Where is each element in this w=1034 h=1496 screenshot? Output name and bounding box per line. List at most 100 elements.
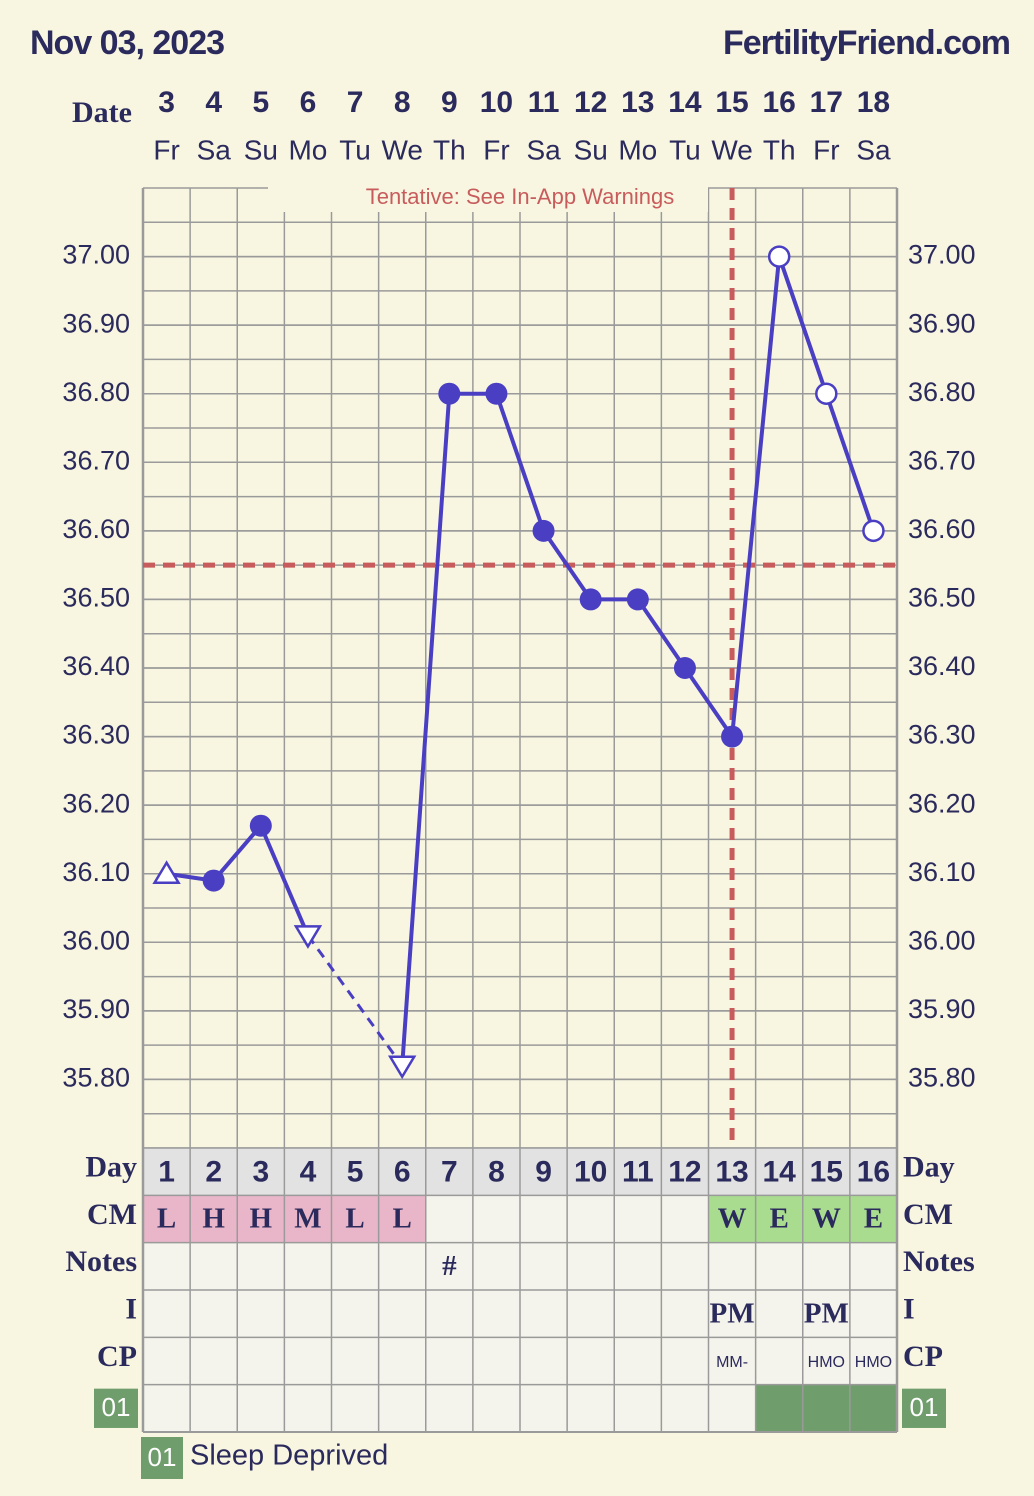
y-tick-label: 36.10 [62, 857, 130, 887]
weekday-label: Fr [483, 134, 509, 165]
table-cell [567, 1242, 615, 1290]
cell-text: L [345, 1203, 364, 1235]
table-cell [472, 1242, 520, 1290]
row-label-right: CP [903, 1340, 943, 1373]
table-cell [284, 1195, 332, 1243]
table-cell [802, 1148, 850, 1196]
row-label: I [125, 1293, 137, 1326]
y-tick-label: 37.00 [62, 240, 130, 270]
table-cell [614, 1289, 662, 1338]
y-tick-label-right: 36.80 [908, 377, 976, 407]
cell-text: PM [804, 1297, 849, 1329]
y-tick-label-right: 36.90 [908, 308, 976, 338]
table-cell [755, 1337, 803, 1385]
weekday-label: Sa [856, 134, 891, 165]
table-cell [567, 1195, 615, 1243]
table-cell [849, 1148, 897, 1196]
table-cell [190, 1242, 238, 1290]
table-cell [190, 1148, 238, 1196]
table-cell [284, 1148, 332, 1196]
cell-text: 2 [205, 1156, 222, 1189]
table-cell [708, 1337, 756, 1385]
table-cell [143, 1289, 191, 1338]
table-cell [849, 1289, 897, 1338]
table-cell [708, 1195, 756, 1243]
row-label-right: Day [903, 1151, 955, 1184]
table-cell [708, 1148, 756, 1196]
point [387, 1055, 417, 1080]
table-cell [284, 1337, 332, 1385]
x-label: Date [72, 96, 132, 129]
y-tick-label: 36.00 [62, 925, 130, 955]
x-tick-label: 12 [574, 86, 607, 119]
table-cell [849, 1384, 897, 1432]
table-cell [708, 1384, 756, 1432]
y-tick-label-right: 36.40 [908, 651, 976, 681]
x-tick-label: 11 [528, 86, 560, 119]
cell-text: 16 [857, 1156, 890, 1189]
point [249, 814, 272, 837]
cell-text: W [718, 1203, 747, 1235]
table-cell [708, 1289, 756, 1338]
table-cell [849, 1242, 897, 1290]
table-cell [190, 1195, 238, 1243]
table-cell [378, 1289, 426, 1338]
table-cell [520, 1337, 568, 1385]
y-tick-label: 36.70 [62, 445, 130, 475]
cell-text: 3 [252, 1156, 269, 1189]
y-tick-label-right: 35.80 [908, 1063, 976, 1093]
point [579, 588, 602, 611]
gap-bridge [306, 934, 404, 1067]
table-cell [661, 1195, 709, 1243]
table-cell [755, 1242, 803, 1290]
weekday-label: Tu [669, 134, 701, 165]
y-tick-label: 36.40 [62, 651, 130, 681]
y-tick-label-right: 36.70 [908, 445, 976, 475]
table-cell [190, 1337, 238, 1385]
table-cell [425, 1242, 473, 1290]
table-cell [802, 1289, 850, 1338]
table-cell [849, 1337, 897, 1385]
y-tick-label-right: 35.90 [908, 994, 976, 1024]
y-tick-label-right: 36.50 [908, 583, 976, 613]
table-cell [425, 1195, 473, 1243]
table-cell [425, 1337, 473, 1385]
x-tick-label: 7 [347, 86, 364, 119]
table-cell [472, 1289, 520, 1338]
cell-text: 5 [347, 1156, 364, 1189]
weekday-label: Fr [153, 134, 179, 165]
y-tick-label-right: 37.00 [908, 240, 976, 270]
row-label: CP [97, 1340, 137, 1373]
table-cell [520, 1195, 568, 1243]
temp-line [166, 821, 310, 937]
y-tick-label-right: 36.30 [908, 720, 976, 750]
table-cell [378, 1384, 426, 1432]
row-label-right: CM [903, 1198, 953, 1231]
table-cell [190, 1384, 238, 1432]
x-tick-label: 17 [810, 86, 843, 119]
table-cell [190, 1289, 238, 1338]
weekday-label: Su [244, 134, 278, 165]
table-cell [802, 1195, 850, 1243]
x-tick-label: 8 [394, 86, 411, 119]
cell-text: M [294, 1203, 321, 1235]
weekday-label: Sa [526, 134, 561, 165]
point [673, 657, 696, 679]
table-cell [143, 1148, 191, 1196]
point [293, 925, 323, 949]
table-cell [425, 1384, 473, 1432]
cell-text: E [770, 1203, 789, 1235]
row-label-right: I [903, 1293, 915, 1326]
row-label: Notes [65, 1245, 137, 1278]
row-badge [902, 1388, 946, 1428]
chart-date: Nov 03, 2023 [30, 24, 224, 62]
cell-text: MM- [716, 1354, 748, 1371]
weekday-label: Th [763, 134, 796, 165]
x-tick-label: 15 [715, 86, 748, 119]
point [721, 725, 744, 748]
x-tick-label: 14 [668, 86, 702, 119]
point [202, 869, 225, 892]
point [862, 519, 885, 543]
y-tick-label-right: 36.10 [908, 857, 976, 887]
table-cell [237, 1289, 285, 1338]
